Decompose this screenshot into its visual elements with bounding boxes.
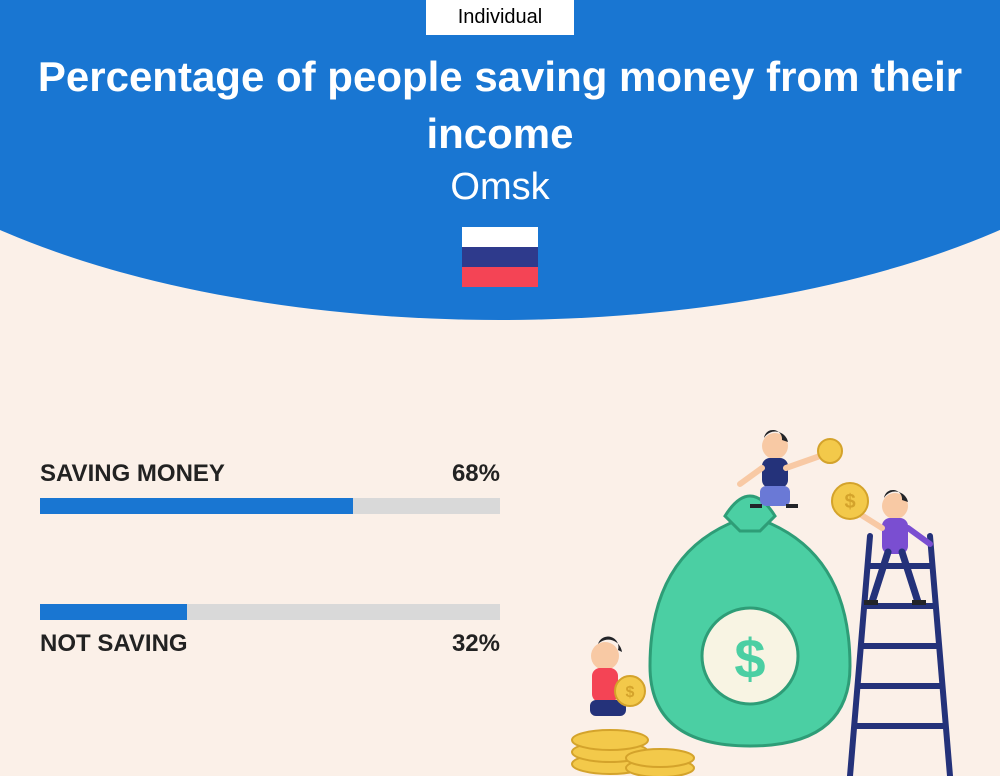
flag-stripe [462, 227, 538, 247]
flag-stripe [462, 247, 538, 267]
bar-track [40, 498, 500, 514]
bar-fill [40, 604, 187, 620]
category-tag: Individual [426, 0, 575, 35]
ladder-icon [850, 536, 950, 776]
bar-value: 32% [452, 630, 500, 658]
bar-group-saving: SAVING MONEY 68% [40, 460, 500, 514]
bar-chart: SAVING MONEY 68% NOT SAVING 32% [40, 460, 500, 748]
header: Individual Percentage of people saving m… [0, 0, 1000, 287]
flag-stripe [462, 267, 538, 287]
svg-text:$: $ [626, 684, 635, 701]
bar-group-not-saving: NOT SAVING 32% [40, 604, 500, 658]
savings-illustration: $ $ $ [550, 416, 970, 776]
flag-icon [462, 227, 538, 287]
person-sitting-icon: $ [590, 637, 645, 716]
bar-header: SAVING MONEY 68% [40, 460, 500, 488]
person-ladder-icon: $ [832, 483, 930, 605]
bar-value: 68% [452, 460, 500, 488]
bar-fill [40, 498, 353, 514]
money-bag-icon: $ [650, 496, 850, 746]
bar-track [40, 604, 500, 620]
bar-header: NOT SAVING 32% [40, 630, 500, 658]
svg-text:$: $ [844, 491, 855, 513]
bar-label: NOT SAVING [40, 630, 188, 658]
bar-label: SAVING MONEY [40, 460, 225, 488]
coin-stack-icon [572, 730, 694, 776]
page-title: Percentage of people saving money from t… [0, 49, 1000, 162]
svg-text:$: $ [734, 627, 765, 690]
location-subtitle: Omsk [0, 166, 1000, 209]
